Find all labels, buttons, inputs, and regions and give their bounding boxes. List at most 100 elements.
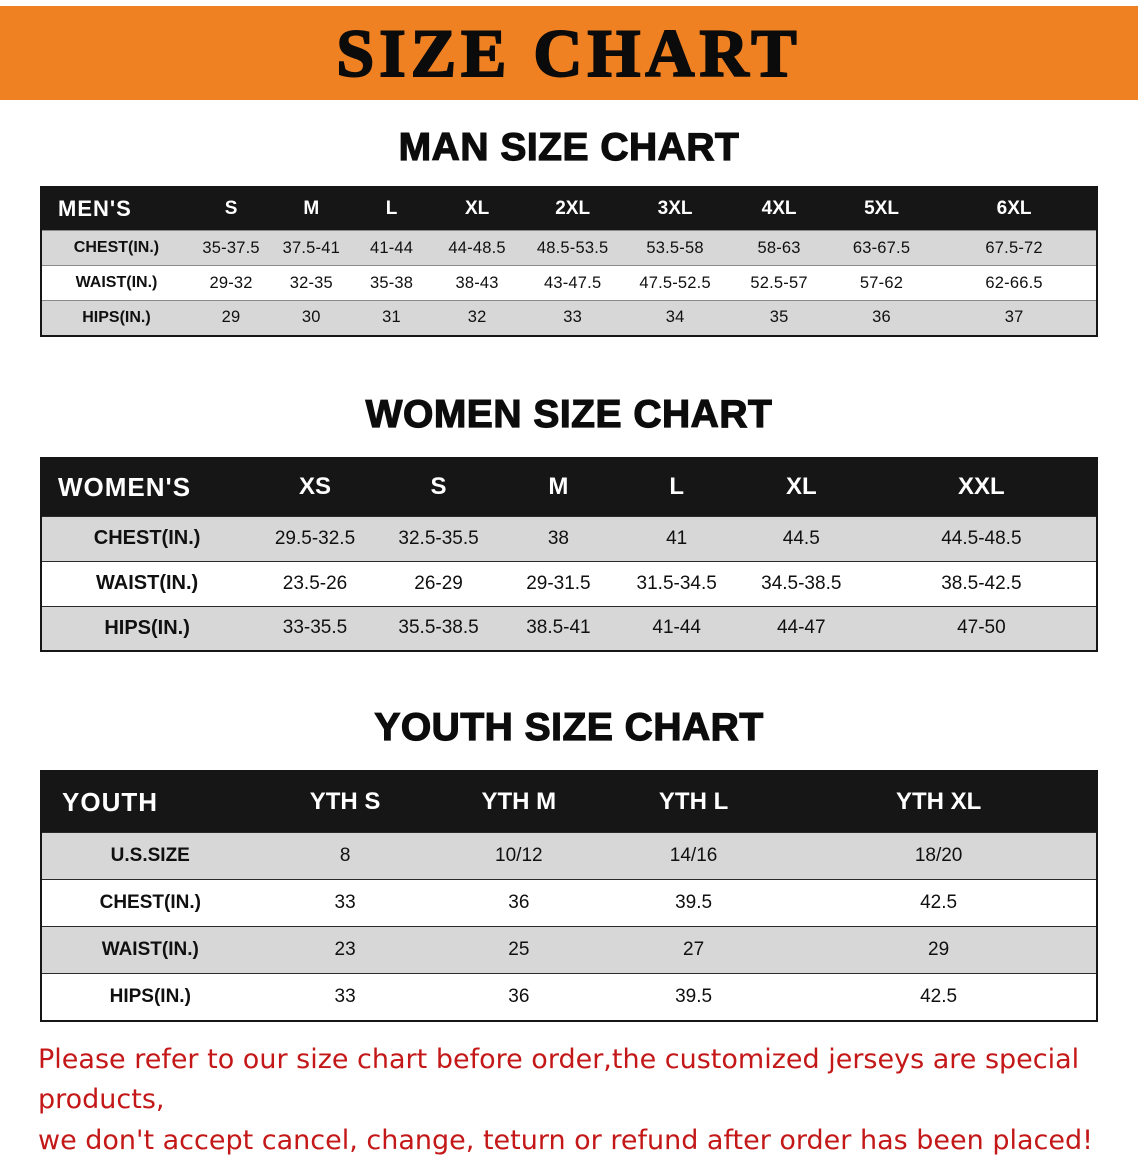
column-header: YTH L xyxy=(606,771,781,833)
page-title: SIZE CHART xyxy=(336,14,801,93)
column-header: YTH XL xyxy=(781,771,1097,833)
size-cell: 18/20 xyxy=(781,833,1097,880)
column-header: XL xyxy=(736,458,867,517)
column-header: M xyxy=(271,187,351,231)
size-cell: 48.5-53.5 xyxy=(523,231,623,266)
notice-line-2: we don't accept cancel, change, teturn o… xyxy=(38,1121,1100,1161)
table-row: WAIST(IN.) 23.5-26 26-29 29-31.5 31.5-34… xyxy=(41,561,1097,606)
size-cell: 67.5-72 xyxy=(932,231,1097,266)
row-label: WAIST(IN.) xyxy=(41,266,191,301)
size-cell: 23.5-26 xyxy=(252,561,378,606)
size-cell: 26-29 xyxy=(378,561,499,606)
size-cell: 36 xyxy=(831,301,932,336)
size-cell: 33 xyxy=(523,301,623,336)
table-row: CHEST(IN.) 35-37.5 37.5-41 41-44 44-48.5… xyxy=(41,231,1097,266)
size-cell: 31.5-34.5 xyxy=(618,561,736,606)
size-cell: 31 xyxy=(351,301,431,336)
youth-section: YOUTH SIZE CHART YOUTH YTH S YTH M YTH L… xyxy=(0,706,1138,1022)
size-cell: 44.5-48.5 xyxy=(867,516,1097,561)
size-cell: 25 xyxy=(432,927,606,974)
column-header: XXL xyxy=(867,458,1097,517)
column-header: YTH S xyxy=(259,771,432,833)
size-cell: 41-44 xyxy=(351,231,431,266)
size-chart-page: SIZE CHART MAN SIZE CHART MEN'S S M L XL… xyxy=(0,6,1138,1161)
column-header: 3XL xyxy=(623,187,728,231)
size-cell: 38.5-41 xyxy=(499,606,617,651)
size-cell: 58-63 xyxy=(727,231,830,266)
size-cell: 32-35 xyxy=(271,266,351,301)
women-size-table: WOMEN'S XS S M L XL XXL CHEST(IN.) 29.5-… xyxy=(40,457,1098,653)
column-header: XS xyxy=(252,458,378,517)
size-cell: 33 xyxy=(259,880,432,927)
men-size-table: MEN'S S M L XL 2XL 3XL 4XL 5XL 6XL CHEST… xyxy=(40,186,1098,337)
column-header: 6XL xyxy=(932,187,1097,231)
size-cell: 38-43 xyxy=(432,266,523,301)
table-corner-label: YOUTH xyxy=(41,771,259,833)
column-header: 2XL xyxy=(523,187,623,231)
size-cell: 42.5 xyxy=(781,974,1097,1021)
size-cell: 37.5-41 xyxy=(271,231,351,266)
column-header: S xyxy=(378,458,499,517)
table-corner-label: MEN'S xyxy=(41,187,191,231)
size-cell: 63-67.5 xyxy=(831,231,932,266)
column-header: YTH M xyxy=(432,771,606,833)
men-section-heading: MAN SIZE CHART xyxy=(0,126,1138,170)
size-cell: 23 xyxy=(259,927,432,974)
size-cell: 36 xyxy=(432,880,606,927)
row-label: CHEST(IN.) xyxy=(41,880,259,927)
men-section: MAN SIZE CHART MEN'S S M L XL 2XL 3XL 4X… xyxy=(0,126,1138,337)
size-cell: 57-62 xyxy=(831,266,932,301)
size-cell: 47.5-52.5 xyxy=(623,266,728,301)
size-cell: 44-48.5 xyxy=(432,231,523,266)
size-cell: 29 xyxy=(191,301,271,336)
table-row: WAIST(IN.) 23 25 27 29 xyxy=(41,927,1097,974)
youth-section-heading: YOUTH SIZE CHART xyxy=(0,706,1138,750)
table-row: U.S.SIZE 8 10/12 14/16 18/20 xyxy=(41,833,1097,880)
size-cell: 35-37.5 xyxy=(191,231,271,266)
size-cell: 33-35.5 xyxy=(252,606,378,651)
notice-line-1: Please refer to our size chart before or… xyxy=(38,1040,1100,1121)
size-cell: 10/12 xyxy=(432,833,606,880)
women-header-row: WOMEN'S XS S M L XL XXL xyxy=(41,458,1097,517)
size-cell: 52.5-57 xyxy=(727,266,830,301)
table-row: CHEST(IN.) 29.5-32.5 32.5-35.5 38 41 44.… xyxy=(41,516,1097,561)
size-cell: 35-38 xyxy=(351,266,431,301)
size-cell: 37 xyxy=(932,301,1097,336)
youth-header-row: YOUTH YTH S YTH M YTH L YTH XL xyxy=(41,771,1097,833)
table-corner-label: WOMEN'S xyxy=(41,458,252,517)
size-cell: 29-32 xyxy=(191,266,271,301)
size-cell: 27 xyxy=(606,927,781,974)
size-cell: 29-31.5 xyxy=(499,561,617,606)
column-header: M xyxy=(499,458,617,517)
row-label: U.S.SIZE xyxy=(41,833,259,880)
banner: SIZE CHART xyxy=(0,6,1138,100)
size-cell: 47-50 xyxy=(867,606,1097,651)
size-cell: 35.5-38.5 xyxy=(378,606,499,651)
table-row: WAIST(IN.) 29-32 32-35 35-38 38-43 43-47… xyxy=(41,266,1097,301)
column-header: 5XL xyxy=(831,187,932,231)
size-cell: 41-44 xyxy=(618,606,736,651)
size-cell: 34 xyxy=(623,301,728,336)
row-label: HIPS(IN.) xyxy=(41,301,191,336)
size-cell: 44.5 xyxy=(736,516,867,561)
table-row: HIPS(IN.) 33 36 39.5 42.5 xyxy=(41,974,1097,1021)
size-cell: 42.5 xyxy=(781,880,1097,927)
size-cell: 38 xyxy=(499,516,617,561)
size-cell: 33 xyxy=(259,974,432,1021)
row-label: HIPS(IN.) xyxy=(41,606,252,651)
size-cell: 32 xyxy=(432,301,523,336)
row-label: WAIST(IN.) xyxy=(41,561,252,606)
column-header: 4XL xyxy=(727,187,830,231)
size-cell: 32.5-35.5 xyxy=(378,516,499,561)
youth-size-table: YOUTH YTH S YTH M YTH L YTH XL U.S.SIZE … xyxy=(40,770,1098,1022)
size-cell: 30 xyxy=(271,301,351,336)
column-header: L xyxy=(351,187,431,231)
size-cell: 39.5 xyxy=(606,880,781,927)
men-header-row: MEN'S S M L XL 2XL 3XL 4XL 5XL 6XL xyxy=(41,187,1097,231)
column-header: XL xyxy=(432,187,523,231)
women-section-heading: WOMEN SIZE CHART xyxy=(0,393,1138,437)
size-cell: 8 xyxy=(259,833,432,880)
size-cell: 14/16 xyxy=(606,833,781,880)
size-cell: 43-47.5 xyxy=(523,266,623,301)
size-cell: 34.5-38.5 xyxy=(736,561,867,606)
